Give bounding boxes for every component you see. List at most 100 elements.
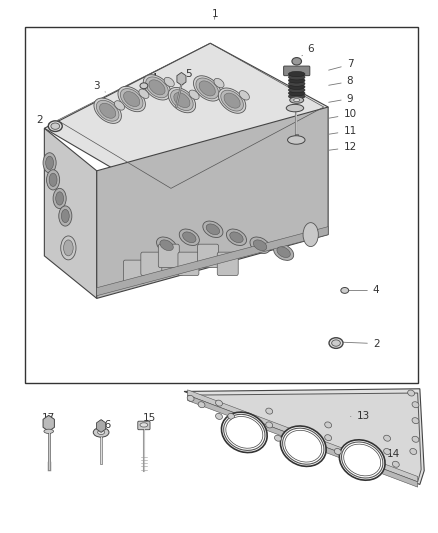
Ellipse shape: [325, 435, 332, 441]
Text: 9: 9: [328, 93, 353, 103]
Ellipse shape: [277, 247, 290, 257]
Polygon shape: [44, 128, 97, 298]
FancyBboxPatch shape: [217, 252, 238, 276]
Text: 5: 5: [183, 69, 192, 84]
Ellipse shape: [206, 224, 219, 235]
Ellipse shape: [286, 104, 304, 112]
Ellipse shape: [334, 448, 341, 455]
Ellipse shape: [215, 414, 223, 419]
Text: 11: 11: [328, 126, 357, 136]
Ellipse shape: [253, 240, 267, 251]
Text: 7: 7: [328, 60, 353, 70]
Ellipse shape: [61, 209, 69, 223]
Ellipse shape: [156, 237, 177, 254]
Ellipse shape: [164, 77, 174, 87]
Ellipse shape: [118, 86, 145, 112]
Ellipse shape: [332, 340, 340, 346]
Text: 6: 6: [302, 44, 314, 56]
FancyBboxPatch shape: [284, 66, 310, 76]
Ellipse shape: [384, 448, 391, 455]
Ellipse shape: [226, 416, 263, 448]
Ellipse shape: [325, 422, 332, 428]
Text: 15: 15: [142, 413, 156, 423]
Ellipse shape: [183, 232, 196, 243]
Polygon shape: [97, 227, 328, 296]
Polygon shape: [97, 107, 328, 298]
Ellipse shape: [51, 123, 60, 130]
Text: 13: 13: [350, 411, 370, 422]
Ellipse shape: [280, 426, 326, 466]
Text: 10: 10: [328, 109, 357, 119]
Ellipse shape: [226, 229, 247, 246]
Text: 4: 4: [348, 286, 379, 295]
Ellipse shape: [290, 97, 304, 103]
Ellipse shape: [198, 402, 205, 408]
Ellipse shape: [288, 75, 305, 80]
FancyBboxPatch shape: [158, 244, 179, 268]
Polygon shape: [184, 389, 424, 484]
Ellipse shape: [410, 448, 417, 455]
FancyBboxPatch shape: [198, 244, 219, 268]
Ellipse shape: [140, 423, 148, 427]
Ellipse shape: [293, 99, 300, 102]
Ellipse shape: [329, 338, 343, 349]
Ellipse shape: [99, 103, 116, 118]
Ellipse shape: [215, 400, 223, 406]
Ellipse shape: [266, 422, 273, 428]
Ellipse shape: [285, 430, 322, 462]
Ellipse shape: [48, 121, 62, 132]
Text: 2: 2: [37, 115, 53, 125]
Ellipse shape: [288, 87, 305, 93]
Ellipse shape: [222, 412, 267, 453]
Polygon shape: [187, 393, 421, 482]
Ellipse shape: [64, 240, 73, 256]
Ellipse shape: [96, 100, 119, 121]
Ellipse shape: [288, 136, 305, 144]
Ellipse shape: [170, 90, 193, 110]
Ellipse shape: [124, 92, 140, 107]
Ellipse shape: [203, 221, 223, 238]
Ellipse shape: [221, 90, 244, 111]
FancyBboxPatch shape: [138, 421, 150, 430]
Text: 8: 8: [328, 77, 353, 86]
Ellipse shape: [228, 414, 235, 419]
Ellipse shape: [49, 173, 57, 187]
Ellipse shape: [199, 81, 215, 96]
Text: 1: 1: [211, 9, 218, 19]
Ellipse shape: [187, 395, 194, 401]
Ellipse shape: [174, 93, 190, 108]
Ellipse shape: [288, 94, 305, 99]
FancyBboxPatch shape: [124, 260, 145, 284]
Ellipse shape: [43, 153, 56, 173]
Ellipse shape: [44, 429, 53, 433]
Polygon shape: [44, 43, 328, 197]
Ellipse shape: [266, 408, 273, 414]
Ellipse shape: [120, 88, 143, 109]
Ellipse shape: [288, 78, 305, 83]
Ellipse shape: [59, 206, 72, 226]
Ellipse shape: [412, 437, 419, 442]
Text: 14: 14: [384, 449, 400, 458]
Ellipse shape: [288, 91, 305, 96]
Bar: [295, 134, 297, 140]
Ellipse shape: [288, 71, 305, 77]
Ellipse shape: [61, 236, 76, 260]
Ellipse shape: [274, 244, 294, 261]
Ellipse shape: [46, 156, 53, 169]
Ellipse shape: [384, 435, 391, 441]
Ellipse shape: [98, 430, 105, 434]
Ellipse shape: [56, 192, 64, 205]
Ellipse shape: [179, 229, 199, 246]
Ellipse shape: [288, 84, 305, 90]
Ellipse shape: [341, 287, 349, 293]
Ellipse shape: [408, 390, 414, 396]
Text: 16: 16: [99, 420, 112, 430]
Ellipse shape: [149, 80, 165, 95]
Polygon shape: [187, 395, 418, 487]
Ellipse shape: [288, 81, 305, 86]
Ellipse shape: [94, 98, 121, 124]
Ellipse shape: [230, 232, 243, 243]
Ellipse shape: [303, 223, 318, 247]
Ellipse shape: [46, 169, 60, 190]
Ellipse shape: [412, 418, 419, 424]
